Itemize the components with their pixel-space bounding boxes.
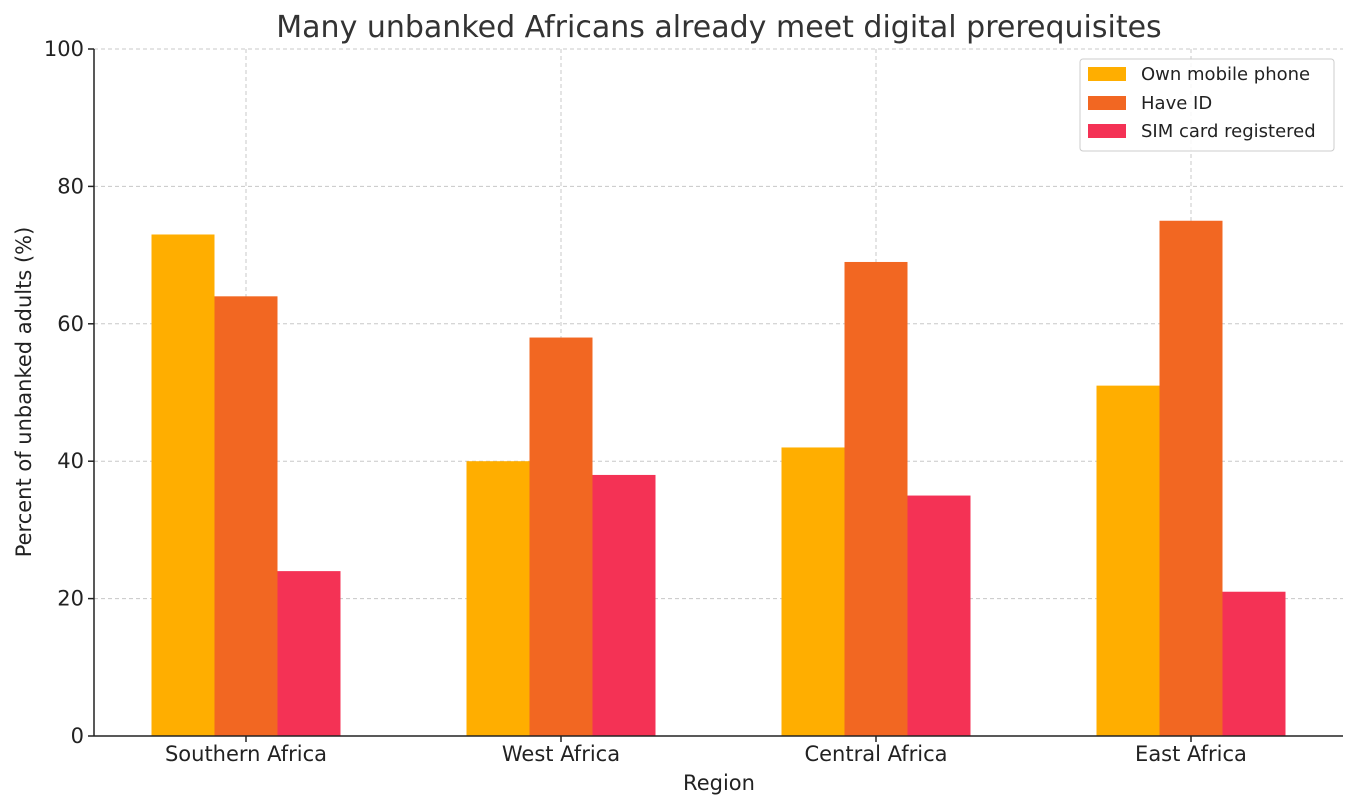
legend: Own mobile phone Have ID SIM card regist…: [1079, 58, 1335, 152]
y-tick-label: 0: [71, 724, 84, 748]
bar-have-id-west-africa: [529, 337, 593, 736]
bar-own-mobile-phone-east-africa: [1096, 385, 1160, 736]
bar-sim-card-registered-southern-africa: [277, 571, 341, 736]
bar-own-mobile-phone-west-africa: [466, 461, 530, 736]
bar-have-id-east-africa: [1159, 220, 1223, 736]
x-tick-label-southern-africa: Southern Africa: [165, 742, 327, 766]
bar-sim-card-registered-east-africa: [1222, 591, 1286, 736]
legend-label-have-id: Have ID: [1141, 93, 1212, 114]
bars: [151, 220, 1286, 737]
legend-swatch-have-id: [1088, 96, 1126, 110]
bar-have-id-southern-africa: [214, 296, 278, 736]
legend-label-sim-card-registered: SIM card registered: [1141, 121, 1316, 142]
bar-sim-card-registered-west-africa: [592, 474, 656, 736]
x-axis-label: Region: [683, 771, 755, 795]
bar-sim-card-registered-central-africa: [907, 495, 971, 736]
y-tick-label: 80: [57, 174, 84, 198]
y-axis-label: Percent of unbanked adults (%): [12, 227, 36, 558]
legend-swatch-own-mobile-phone: [1088, 67, 1126, 81]
axes: [93, 49, 1343, 737]
y-tick-label: 40: [57, 449, 84, 473]
chart-title: Many unbanked Africans already meet digi…: [276, 10, 1161, 45]
bar-have-id-central-africa: [844, 261, 908, 736]
bar-own-mobile-phone-southern-africa: [151, 234, 215, 737]
bar-own-mobile-phone-central-africa: [781, 447, 845, 736]
legend-swatch-sim-card-registered: [1088, 124, 1126, 138]
x-tick-label-east-africa: East Africa: [1135, 742, 1247, 766]
ticks: 0 20 40 60 80 100 Southern Africa West Africa Ce…: [44, 37, 1247, 766]
y-tick-label: 100: [44, 37, 84, 61]
legend-box: [1079, 58, 1335, 152]
y-tick-label: 20: [57, 587, 84, 611]
x-tick-label-central-africa: Central Africa: [804, 742, 947, 766]
legend-label-own-mobile-phone: Own mobile phone: [1141, 64, 1310, 85]
x-tick-label-west-africa: West Africa: [502, 742, 620, 766]
y-tick-label: 60: [57, 312, 84, 336]
